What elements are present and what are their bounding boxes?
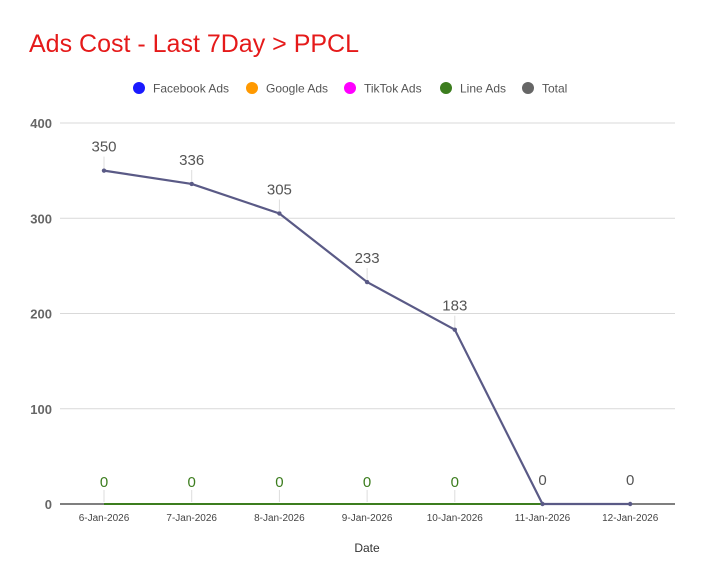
data-point-total [277, 211, 282, 216]
x-axis-title: Date [354, 541, 380, 555]
x-tick-label: 12-Jan-2026 [602, 513, 659, 524]
data-point-total [364, 279, 370, 285]
x-tick-label: 6-Jan-2026 [79, 513, 130, 524]
y-tick-label: 100 [30, 402, 52, 417]
legend-label: Line Ads [460, 82, 506, 96]
data-point-total [101, 168, 107, 173]
data-label-zero: 0 [451, 474, 459, 491]
data-point-total [189, 181, 194, 187]
x-tick-label: 9-Jan-2026 [342, 513, 393, 524]
data-label-total: 0 [626, 472, 634, 489]
series-line-total [103, 169, 631, 506]
data-label-total: 0 [538, 472, 546, 489]
data-point-total [540, 501, 545, 507]
y-tick-label: 0 [45, 497, 52, 512]
data-point-total [628, 501, 633, 507]
y-tick-label: 400 [30, 116, 52, 131]
legend-label: Google Ads [266, 82, 328, 96]
x-tick-label: 7-Jan-2026 [166, 513, 217, 524]
data-label-zero: 0 [275, 474, 283, 491]
legend-marker [522, 82, 534, 94]
data-label-total: 233 [355, 250, 380, 267]
data-label-zero: 0 [100, 474, 108, 491]
y-tick-label: 300 [30, 211, 52, 226]
data-label-zero: 0 [188, 474, 196, 491]
legend-label: Total [542, 82, 567, 96]
legend-label: TikTok Ads [364, 82, 422, 96]
x-tick-label: 8-Jan-2026 [254, 513, 305, 524]
data-label-total: 305 [267, 181, 292, 198]
legend-marker [344, 82, 356, 94]
data-label-zero: 0 [363, 474, 371, 491]
data-point-total [452, 327, 457, 332]
data-label-total: 336 [179, 152, 204, 169]
data-label-total: 183 [442, 298, 467, 315]
y-tick-label: 200 [30, 307, 52, 322]
x-tick-label: 11-Jan-2026 [515, 513, 571, 524]
legend-marker [246, 82, 258, 94]
data-label-total: 350 [91, 139, 116, 156]
legend-label: Facebook Ads [153, 82, 229, 96]
chart-title: Ads Cost - Last 7Day > PPCL [29, 30, 360, 58]
legend-marker [133, 82, 145, 94]
legend-marker [440, 82, 452, 94]
x-tick-label: 10-Jan-2026 [427, 513, 484, 524]
